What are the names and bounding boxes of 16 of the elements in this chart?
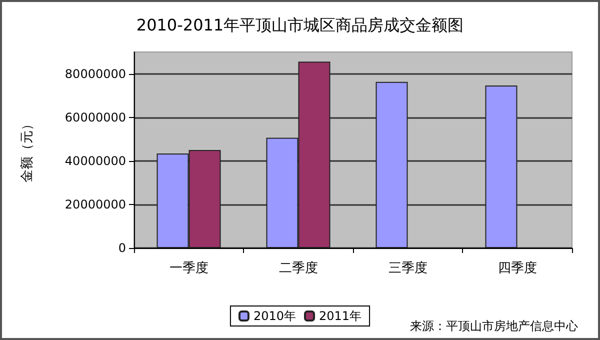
bar: [485, 86, 518, 248]
chart-title: 2010-2011年平顶山市城区商品房成交金额图: [136, 16, 464, 34]
x-tick-label: 四季度: [498, 260, 537, 276]
x-tick-label: 三季度: [388, 260, 428, 276]
y-tick-label: 40000000: [64, 154, 126, 168]
legend-label: 2010年: [253, 309, 296, 323]
x-tick-label: 一季度: [169, 260, 208, 276]
y-tick-label: 20000000: [64, 197, 126, 212]
y-tick-label: 0: [118, 241, 126, 255]
y-tick-label: 60000000: [64, 110, 126, 124]
x-tick-label: 二季度: [278, 260, 318, 276]
y-axis-title: 金额（元）: [20, 118, 35, 182]
bar: [376, 82, 408, 248]
legend-label: 2011年: [319, 309, 362, 323]
source-note: 来源：平顶山市房地产信息中心: [410, 319, 578, 333]
y-tick-label: 80000000: [64, 66, 126, 81]
